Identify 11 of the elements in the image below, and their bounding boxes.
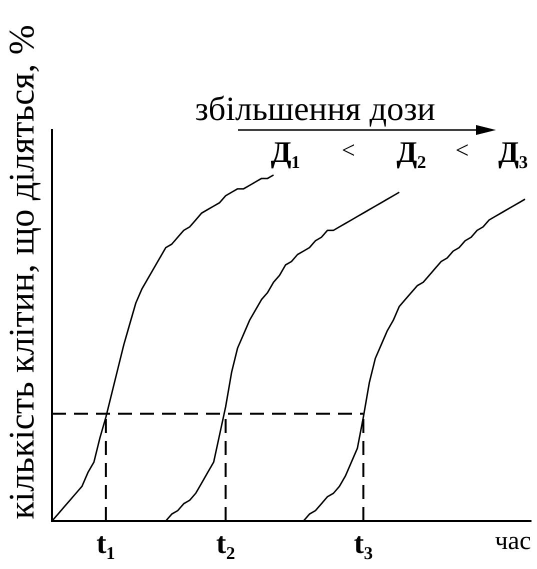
series-label: Д₂ (396, 136, 426, 169)
x-tick-label: t₃ (354, 526, 373, 560)
y-axis-title: кількість клітин, що діляться, % (1, 24, 42, 520)
series-label: Д₁ (270, 136, 300, 169)
x-tick-label: t₁ (96, 526, 116, 560)
text: збільшення дози (195, 90, 436, 130)
x-axis-title: час (494, 526, 531, 555)
text: < (342, 138, 356, 164)
x-tick-label: t₂ (216, 526, 236, 560)
legend-label: Д₃ (498, 136, 528, 169)
text: < (455, 138, 469, 164)
